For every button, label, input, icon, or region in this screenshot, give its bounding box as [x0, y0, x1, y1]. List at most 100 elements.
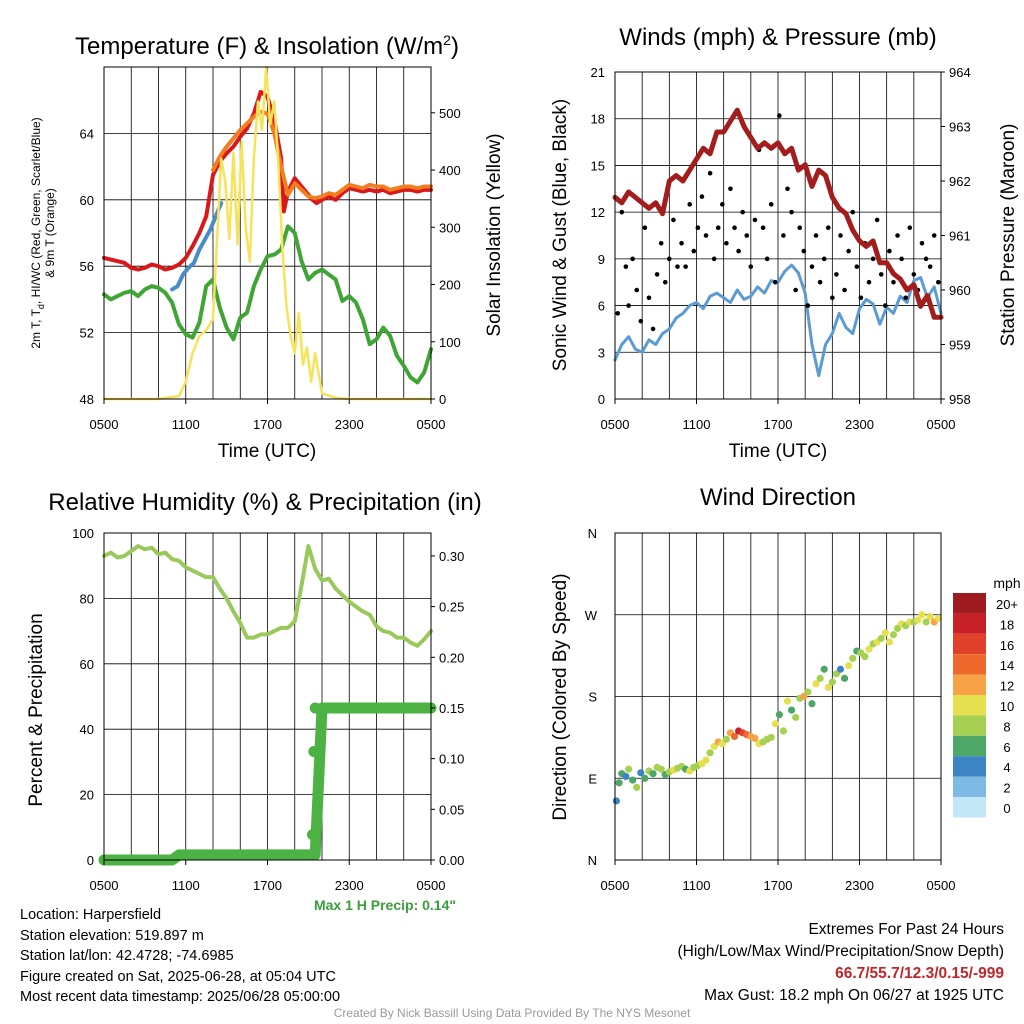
gust-point [903, 295, 908, 301]
precip-point [306, 829, 318, 841]
direction-point [730, 732, 739, 741]
x-tick-label: 2300 [335, 417, 364, 432]
direction-point [787, 706, 796, 714]
gust-point [760, 225, 766, 231]
y2-tick-label: 0 [439, 392, 446, 407]
direction-point [657, 765, 665, 773]
gust-point [866, 279, 872, 285]
gust-point [874, 217, 880, 223]
direction-point [840, 674, 849, 682]
humidity-ticks: 0500 1100 1700 2300 0500 0 20 40 60 80 100 0.00 0.05… [72, 526, 464, 893]
x-tick-label: 1700 [253, 878, 282, 893]
direction-point [722, 735, 730, 743]
legend-swatch [953, 776, 986, 797]
direction-point [824, 683, 832, 692]
direction-point [792, 713, 800, 721]
legend-label: 18 [1000, 617, 1014, 632]
legend-label: 10 [1000, 699, 1014, 714]
direction-point [612, 797, 620, 805]
gust-point [764, 256, 770, 262]
gust-point [724, 240, 729, 246]
y2-tick-label: 958 [949, 392, 971, 407]
x-tick-label: 1100 [172, 878, 200, 893]
rh-series-line [102, 544, 433, 648]
direction-point [812, 680, 820, 688]
temperature-series [102, 65, 433, 401]
gust-point [683, 264, 688, 269]
y-tick-label: W [585, 608, 598, 623]
green-series-line [102, 224, 433, 385]
direction-point [702, 756, 710, 764]
temperature-ticks: 0500 1100 1700 2300 0500 48 52 56 60 64 0 100 200 300… [80, 106, 461, 432]
gust-point [703, 233, 709, 238]
direction-point [861, 652, 869, 661]
y2-tick-label: 0.30 [439, 549, 464, 564]
gust-point [658, 240, 664, 246]
legend-swatch [953, 735, 986, 757]
y-tick-label: 21 [591, 65, 605, 80]
gust-point [662, 279, 668, 285]
y2-tick-label: 962 [949, 174, 971, 189]
recent-text: Most recent data timestamp: 2025/06/28 0… [20, 989, 341, 1005]
gust-point [638, 318, 644, 324]
y-tick-label: 60 [80, 657, 94, 672]
x-tick-label: 1100 [683, 417, 711, 432]
gust-point [744, 233, 750, 238]
gust-point [752, 217, 758, 223]
y2-tick-label: 0.05 [439, 802, 464, 817]
y-tick-label: 20 [80, 788, 94, 803]
x-tick-label: 0500 [90, 878, 119, 893]
direction-point [881, 629, 889, 637]
gust-point [817, 279, 823, 285]
direction-point [845, 662, 853, 670]
direction-point [767, 733, 775, 741]
direction-point [914, 616, 922, 624]
gust-point [711, 256, 717, 262]
speed-legend: 20+ 18 16 14 12 10 8 6 4 2 0 [953, 593, 1018, 818]
direction-point [934, 614, 942, 622]
legend-label: 2 [1003, 781, 1010, 796]
y2-tick-label: 964 [949, 65, 971, 80]
y2-tick-label: 0.25 [439, 600, 464, 615]
y2-tick-label: 961 [949, 229, 971, 244]
gust-point [748, 264, 754, 269]
y-tick-label: 0 [87, 853, 94, 868]
direction-point [641, 774, 649, 782]
humidity-ylabel-left: Percent & Precipitation [26, 613, 47, 806]
gust-point [789, 209, 794, 215]
gust-point [650, 326, 656, 332]
latlon-text: Station lat/lon: 42.4728; -74.6985 [20, 948, 234, 964]
gust-point [619, 209, 625, 215]
legend-label: 4 [1003, 760, 1010, 775]
winds-title: Winds (mph) & Pressure (mb) [619, 24, 936, 51]
legend-swatch [953, 654, 986, 675]
gust-point [691, 248, 697, 254]
gust-point [667, 256, 672, 262]
gust-point [772, 279, 778, 285]
x-tick-label: 0500 [601, 417, 630, 432]
y-tick-label: 40 [80, 722, 94, 737]
gust-point [654, 272, 660, 277]
gust-point [813, 233, 819, 238]
gust-point [870, 256, 876, 262]
humidity-title: Relative Humidity (%) & Precipitation (i… [48, 489, 481, 516]
direction-point [828, 678, 836, 686]
gust-point [935, 279, 941, 285]
gust-point [785, 186, 790, 192]
y2-tick-label: 960 [949, 283, 971, 298]
gust-point [768, 202, 774, 207]
credit-text: Created By Nick Bassill Using Data Provi… [333, 1006, 691, 1020]
y2-tick-label: 963 [949, 120, 971, 135]
direction-point [771, 720, 779, 728]
temperature-title: Temperature (F) & Insolation (W/m2) [75, 32, 459, 60]
gust-point [732, 225, 737, 231]
gust-point [931, 233, 937, 238]
direction-point [624, 765, 633, 773]
gust-point [801, 248, 807, 254]
legend-swatch [953, 613, 986, 634]
gust-point [626, 303, 631, 308]
legend-swatch [953, 593, 986, 614]
direction-point [633, 783, 641, 791]
y-tick-label: 18 [591, 112, 605, 127]
